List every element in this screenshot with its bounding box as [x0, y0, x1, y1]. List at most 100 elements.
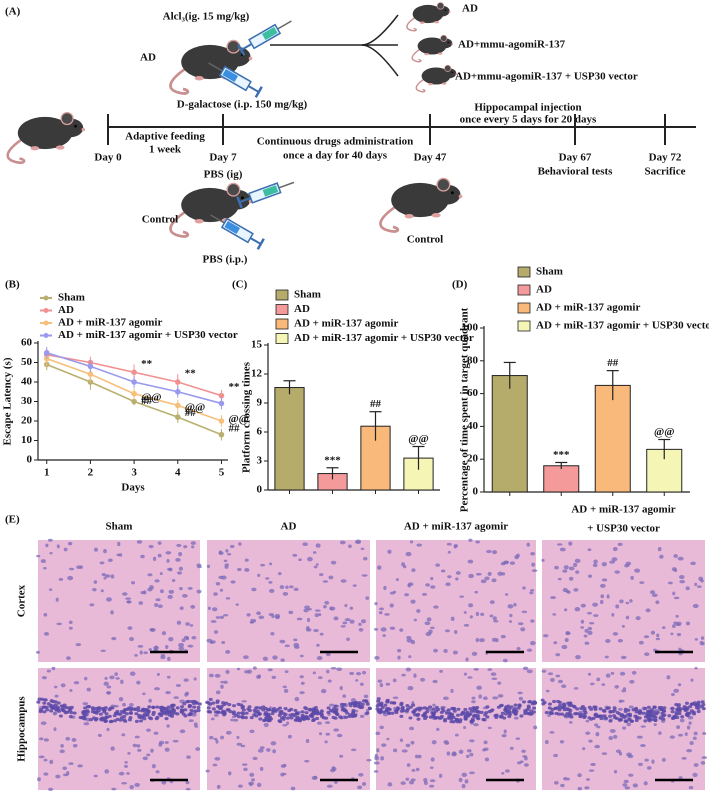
micrograph	[373, 538, 538, 663]
cell	[63, 547, 68, 552]
cell	[176, 620, 182, 625]
pyramidal-cell	[385, 698, 390, 702]
cell	[414, 754, 419, 759]
cell	[313, 775, 318, 780]
label: AD + miR-137 agomir	[536, 302, 640, 314]
cell	[500, 634, 506, 639]
label: Hippocampus	[16, 696, 28, 762]
cell	[358, 628, 364, 632]
cell	[252, 666, 257, 670]
pyramidal-cell	[468, 707, 473, 711]
cell	[600, 599, 604, 605]
mouse-nose	[451, 43, 454, 46]
cell	[288, 610, 294, 615]
pyramidal-cell	[383, 703, 388, 707]
pyramidal-cell	[60, 707, 65, 711]
cell	[160, 589, 164, 594]
cell	[693, 763, 699, 767]
cell	[43, 738, 49, 742]
cell	[215, 582, 221, 586]
label: 20	[467, 453, 479, 465]
cell	[166, 558, 170, 563]
cell	[120, 679, 124, 685]
syringe-icon	[208, 62, 263, 98]
pyramidal-cell	[563, 714, 568, 718]
cell	[469, 739, 475, 743]
cell	[304, 759, 310, 763]
label: 80	[467, 354, 479, 366]
cell	[155, 598, 161, 602]
cell	[210, 640, 216, 644]
cell	[692, 736, 697, 740]
cell	[241, 763, 248, 766]
cell	[193, 722, 198, 727]
cell	[93, 547, 98, 552]
pyramidal-cell	[547, 702, 552, 706]
cell	[580, 626, 585, 629]
cell	[686, 725, 691, 730]
cell	[315, 543, 321, 548]
cell	[700, 636, 705, 640]
cell	[257, 748, 264, 753]
pyramidal-cell	[430, 715, 435, 719]
cell	[415, 767, 420, 772]
cell	[502, 561, 509, 565]
mouse-icon	[6, 111, 85, 164]
label: Control	[407, 234, 443, 246]
cell	[252, 756, 258, 761]
pyramidal-cell	[700, 704, 705, 709]
cell	[653, 723, 657, 727]
pyramidal-cell	[139, 719, 144, 723]
cell	[272, 655, 278, 660]
cell	[236, 667, 241, 671]
cell	[407, 582, 414, 587]
mouse-eye	[450, 191, 454, 195]
cell	[543, 634, 549, 638]
pyramidal-cell	[159, 713, 164, 718]
label: AD + miR-137 agomir + USP30 vector	[58, 329, 238, 341]
mouse-foot	[419, 21, 425, 24]
cell	[99, 561, 105, 565]
cell	[563, 565, 569, 570]
cell	[47, 538, 53, 542]
cell	[645, 608, 651, 613]
cell	[675, 614, 679, 618]
cell	[185, 622, 191, 626]
pyramidal-cell	[444, 711, 449, 715]
cell	[623, 779, 629, 784]
cell	[657, 547, 662, 552]
cell	[596, 725, 601, 729]
pyramidal-cell	[206, 706, 211, 710]
cell	[530, 640, 536, 646]
syringe-needle	[208, 62, 223, 72]
pyramidal-cell	[69, 711, 74, 715]
cell	[45, 543, 49, 548]
pyramidal-cell	[268, 717, 273, 721]
cell	[673, 621, 678, 625]
cell	[563, 608, 568, 612]
label: AD	[294, 303, 310, 315]
pyramidal-cell	[471, 706, 476, 710]
data-point	[131, 369, 137, 376]
pyramidal-cell	[170, 704, 175, 708]
tissue-bg	[207, 540, 370, 662]
pyramidal-cell	[91, 707, 96, 711]
cell	[124, 760, 128, 764]
syringe-liquid	[261, 26, 278, 41]
cell	[443, 649, 448, 653]
cell	[293, 642, 300, 648]
label: @@	[141, 392, 161, 404]
cell	[157, 541, 162, 545]
pyramidal-cell	[529, 709, 534, 713]
pyramidal-cell	[141, 708, 146, 712]
label: once a day for 40 days	[283, 150, 388, 162]
syringe-needle	[210, 214, 225, 224]
cell	[656, 633, 660, 638]
cell	[68, 626, 73, 630]
pyramidal-cell	[411, 703, 416, 707]
branch-line	[361, 44, 399, 77]
label: Sham	[294, 289, 321, 301]
cell	[582, 747, 586, 751]
cell	[666, 675, 671, 680]
